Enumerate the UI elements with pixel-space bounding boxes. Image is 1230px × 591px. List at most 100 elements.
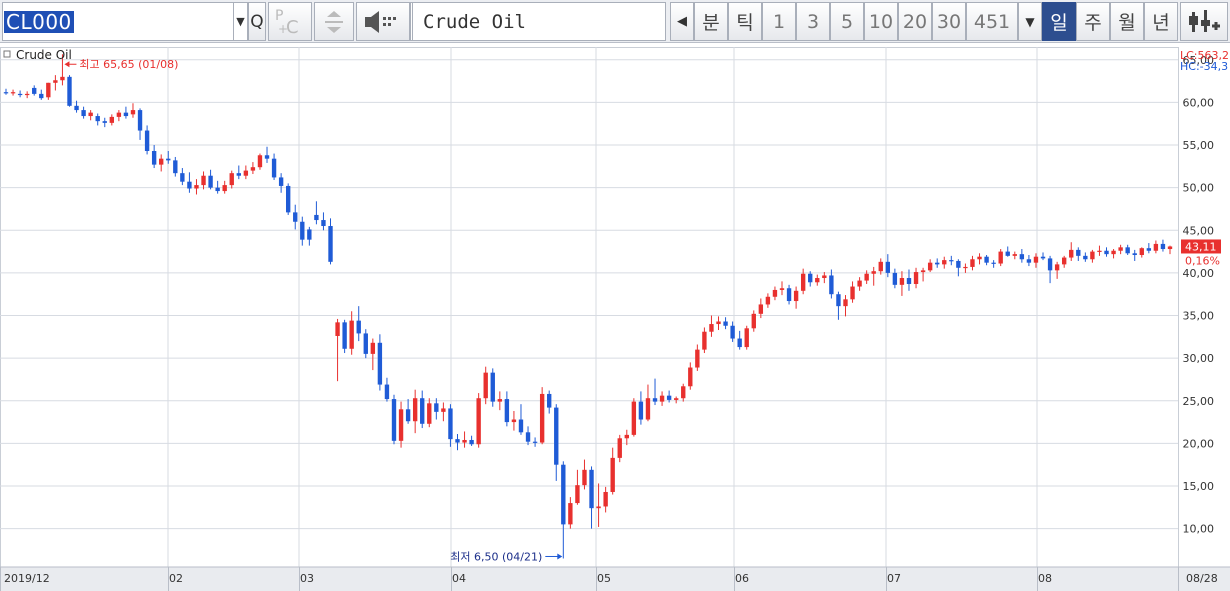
candle-body — [356, 320, 361, 334]
candle-body — [1090, 251, 1095, 260]
period-1-button[interactable]: 1 — [762, 2, 796, 41]
symbol-dropdown-button[interactable]: ▼ — [234, 2, 248, 41]
instrument-name-field[interactable]: Crude Oil — [412, 2, 666, 41]
candle-body — [1167, 246, 1173, 250]
candle — [751, 310, 756, 332]
candle — [377, 334, 383, 391]
candle-body — [864, 273, 869, 281]
period-minute-button[interactable]: 분 — [694, 2, 728, 41]
candle — [525, 426, 531, 446]
candle — [1047, 255, 1053, 284]
candle-body — [24, 93, 30, 96]
candle-body — [547, 393, 552, 408]
candle-body — [575, 485, 580, 504]
candle — [180, 168, 185, 186]
period-30-button[interactable]: 30 — [932, 2, 966, 41]
candle — [412, 389, 418, 434]
candle-body — [335, 322, 340, 336]
candle — [800, 268, 806, 295]
candle-body — [180, 173, 185, 182]
candle — [398, 401, 404, 448]
period-10-button[interactable]: 10 — [864, 2, 898, 41]
candle — [779, 281, 785, 296]
candle — [920, 267, 926, 282]
sound-icon[interactable] — [356, 2, 410, 41]
unit-week-button[interactable]: 주 — [1076, 2, 1110, 41]
candle-body — [1012, 254, 1017, 256]
candle — [151, 145, 157, 169]
unit-year-button[interactable]: 년 — [1144, 2, 1178, 41]
chart-annotations: 최고 65,65 (01/08) 최저 6,50 (04/21) Crude Oil… — [3, 48, 1229, 563]
chart-settings-icon[interactable] — [1180, 2, 1228, 41]
low-annotation: 최저 6,50 (04/21) — [450, 550, 563, 563]
period-20-button[interactable]: 20 — [898, 2, 932, 41]
candle — [1083, 252, 1088, 262]
candle-body — [582, 469, 587, 486]
candle-body — [603, 491, 608, 507]
candlestick-chart[interactable]: 10,00 15,00 20,00 25,00 30,00 35,00 40,00 45,00… — [0, 44, 1230, 591]
candle-body — [1069, 249, 1074, 258]
candle — [215, 180, 220, 194]
candle-body — [53, 80, 58, 83]
candle-body — [554, 407, 559, 465]
candle-body — [659, 395, 665, 402]
chart-svg: 10,00 15,00 20,00 25,00 30,00 35,00 40,00 45,00… — [0, 44, 1230, 591]
period-scroll-left-button[interactable]: ◀ — [670, 2, 694, 41]
candle — [1054, 261, 1060, 279]
candle-body — [504, 399, 510, 423]
candle-body — [427, 403, 432, 424]
candle-body — [497, 399, 503, 402]
period-custom-button[interactable]: 451 — [966, 2, 1018, 41]
candle — [956, 259, 961, 277]
period-3-button[interactable]: 3 — [796, 2, 830, 41]
unit-month-button[interactable]: 월 — [1110, 2, 1144, 41]
y-tick-label: 20,00 — [1183, 437, 1215, 450]
candle-body — [328, 226, 333, 262]
candle — [638, 391, 644, 425]
candle-body — [10, 92, 16, 94]
candle — [645, 384, 651, 422]
candle — [666, 390, 672, 403]
candle — [405, 399, 411, 424]
candle-body — [137, 110, 143, 131]
candle — [673, 396, 679, 404]
candle — [3, 88, 9, 95]
x-tick-label: 02 — [169, 572, 183, 585]
candle — [758, 298, 764, 319]
candle — [899, 271, 905, 296]
symbol-input[interactable]: CL000 — [2, 2, 234, 41]
candle — [32, 85, 37, 96]
candle — [208, 169, 213, 190]
candle-body — [836, 294, 841, 307]
candle-body — [688, 367, 693, 387]
period-tick-button[interactable]: 틱 — [728, 2, 762, 41]
candle-body — [737, 338, 742, 348]
candle-body — [420, 398, 425, 424]
unit-day-button[interactable]: 일 — [1042, 2, 1076, 41]
candle-body — [610, 457, 615, 492]
candle-body — [906, 278, 912, 284]
candle — [187, 172, 192, 193]
candle — [469, 435, 474, 446]
period-5-button[interactable]: 5 — [830, 2, 864, 41]
candle-body — [822, 275, 827, 279]
candle-body — [441, 408, 446, 412]
candle-body — [984, 256, 989, 263]
search-icon[interactable]: Q — [248, 2, 266, 41]
chart-candles — [3, 54, 1173, 559]
candle-body — [257, 155, 263, 168]
candle — [1040, 252, 1046, 261]
candle — [906, 269, 912, 291]
candle — [624, 429, 629, 446]
price-compare-icon[interactable]: P C + — [268, 2, 312, 41]
candle-body — [151, 151, 157, 165]
y-tick-label: 65,00 — [1183, 54, 1215, 67]
period-dropdown-button[interactable]: ▼ — [1018, 2, 1042, 41]
candle — [695, 344, 700, 371]
candle-body — [779, 288, 785, 290]
candle-body — [349, 320, 354, 349]
scroll-updown-icon[interactable] — [314, 2, 354, 41]
candle-body — [300, 221, 305, 240]
candle — [300, 216, 305, 246]
